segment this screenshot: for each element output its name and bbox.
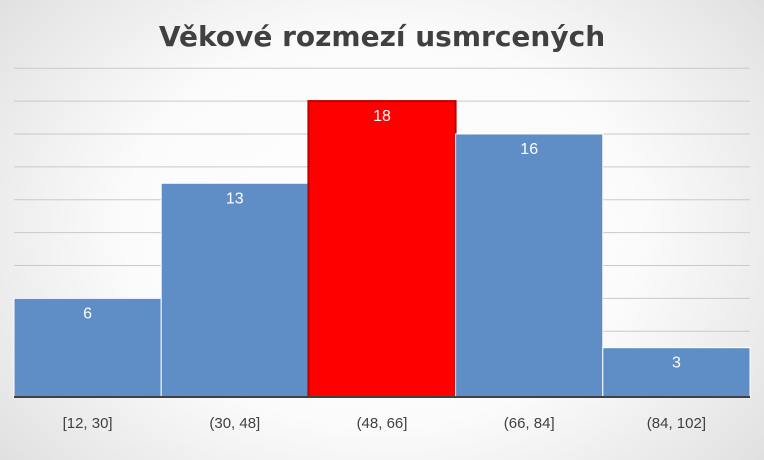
- x-tick-label-2: (30, 48]: [209, 415, 260, 432]
- x-tick-label-1: [12, 30]: [63, 415, 113, 432]
- x-tick-label-3: (48, 66]: [357, 415, 408, 432]
- x-tick-label-5: (84, 102]: [647, 415, 706, 432]
- bar-1: [13, 297, 162, 398]
- x-tick-label-4: (66, 84]: [504, 415, 555, 432]
- bars: [13, 100, 751, 399]
- bar-5: [602, 347, 751, 398]
- bar-3: [307, 100, 457, 399]
- data-labels: 6 13 18 16 3: [83, 108, 681, 372]
- bar-2: [160, 182, 309, 398]
- data-label-5: 3: [672, 355, 681, 372]
- data-label-2: 13: [226, 190, 244, 207]
- bar-4: [455, 133, 604, 398]
- data-label-4: 16: [520, 141, 538, 158]
- data-label-1: 6: [83, 305, 92, 322]
- data-label-3: 18: [373, 108, 391, 125]
- chart-title: Věkové rozmezí usmrcených: [159, 20, 605, 53]
- x-tick-labels: [12, 30] (30, 48] (48, 66] (66, 84] (84, 102…: [63, 415, 706, 432]
